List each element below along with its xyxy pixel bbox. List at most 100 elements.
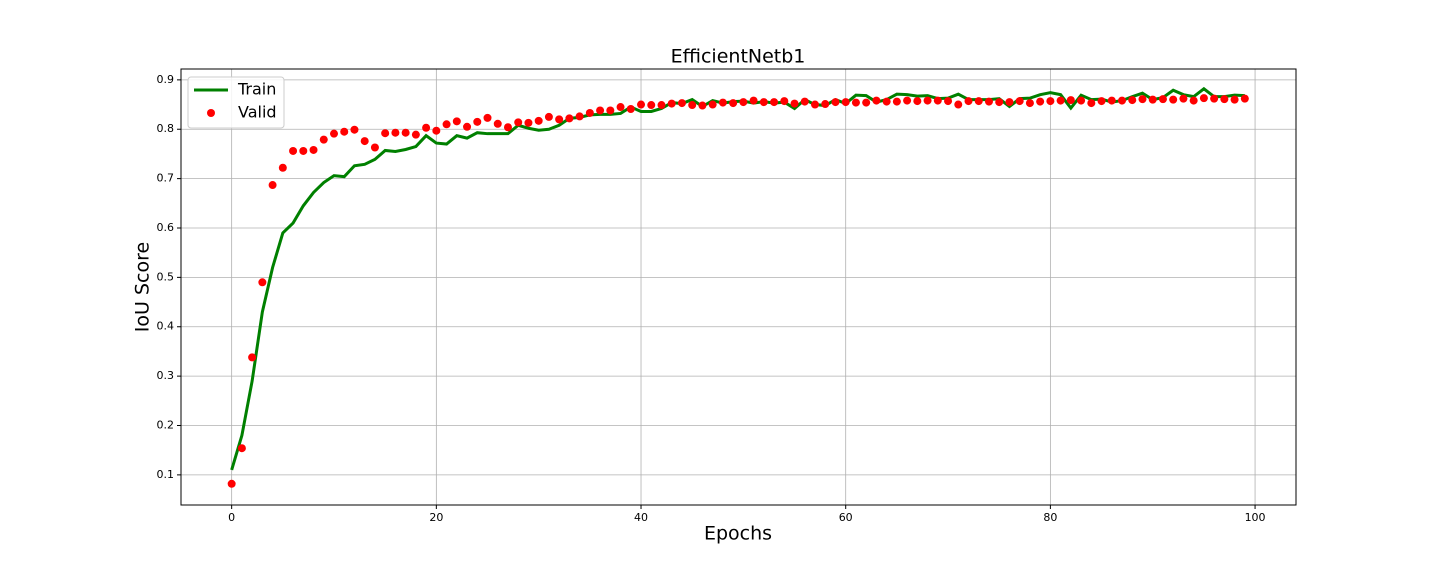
x-tick-label: 0 — [228, 511, 235, 524]
valid-point — [810, 100, 819, 109]
valid-point — [1158, 95, 1167, 104]
valid-point — [1128, 96, 1137, 105]
valid-point — [350, 125, 359, 134]
valid-point — [575, 112, 584, 121]
valid-point — [1240, 94, 1249, 103]
valid-point — [422, 123, 431, 132]
valid-point — [565, 114, 574, 123]
x-tick-label: 60 — [839, 511, 853, 524]
valid-point — [268, 181, 277, 190]
valid-point — [1097, 97, 1106, 106]
x-tick-label: 80 — [1043, 511, 1057, 524]
valid-point — [964, 97, 973, 106]
valid-point — [1118, 96, 1127, 105]
valid-point — [903, 96, 912, 105]
valid-point — [770, 98, 779, 107]
valid-point — [1046, 97, 1055, 106]
y-tick-label: 0.8 — [157, 122, 175, 135]
valid-point — [289, 146, 298, 155]
valid-point — [1220, 95, 1229, 104]
valid-point — [841, 98, 850, 107]
y-tick-label: 0.6 — [157, 221, 175, 234]
valid-point — [442, 120, 451, 129]
valid-point — [984, 97, 993, 106]
valid-point — [411, 130, 420, 139]
valid-point — [892, 97, 901, 106]
valid-point — [862, 98, 871, 107]
valid-point — [452, 117, 461, 126]
valid-point — [954, 100, 963, 109]
valid-point — [555, 115, 564, 124]
valid-point — [1005, 98, 1014, 107]
valid-point — [749, 96, 758, 105]
legend-label: Valid — [238, 103, 277, 122]
valid-point — [1138, 95, 1147, 104]
valid-point — [463, 122, 472, 131]
valid-point — [821, 100, 830, 109]
valid-point — [483, 113, 492, 122]
x-tick-label: 20 — [429, 511, 443, 524]
valid-point — [1056, 96, 1065, 105]
valid-point — [667, 99, 676, 108]
valid-point — [278, 163, 287, 172]
valid-point — [872, 96, 881, 105]
valid-point — [227, 479, 236, 488]
valid-point — [1107, 96, 1116, 105]
valid-point — [329, 129, 338, 138]
valid-point — [647, 101, 656, 110]
valid-point — [1148, 95, 1157, 104]
valid-point — [616, 103, 625, 112]
y-tick-label: 0.3 — [157, 369, 175, 382]
valid-point — [1199, 94, 1208, 103]
valid-point — [698, 101, 707, 110]
valid-point — [391, 128, 400, 137]
valid-point — [851, 98, 860, 107]
plot-frame — [180, 68, 1297, 506]
valid-point — [340, 127, 349, 136]
train-line — [230, 86, 1245, 471]
valid-point — [913, 97, 922, 106]
valid-point — [995, 98, 1004, 107]
valid-point — [790, 99, 799, 108]
valid-point — [524, 118, 533, 127]
valid-point — [432, 126, 441, 135]
valid-point — [1189, 96, 1198, 105]
valid-point — [1087, 99, 1096, 108]
valid-point — [1025, 99, 1034, 108]
valid-point — [309, 145, 318, 154]
valid-point — [974, 97, 983, 106]
legend-label: Train — [237, 80, 276, 99]
valid-point — [688, 101, 697, 110]
valid-point — [677, 99, 686, 108]
valid-point — [1179, 94, 1188, 103]
valid-point — [237, 444, 246, 453]
y-tick-label: 0.5 — [157, 270, 175, 283]
x-axis-label: Epochs — [704, 523, 772, 545]
valid-point — [381, 129, 390, 138]
valid-point — [258, 278, 267, 287]
valid-point — [739, 98, 748, 107]
valid-point — [831, 98, 840, 107]
valid-point — [882, 97, 891, 106]
valid-point — [370, 143, 379, 152]
valid-point — [780, 97, 789, 106]
valid-point — [514, 118, 523, 127]
valid-point — [1036, 97, 1045, 106]
valid-point — [729, 99, 738, 108]
valid-point — [759, 98, 768, 107]
valid-point — [637, 100, 646, 109]
valid-point — [544, 112, 553, 121]
valid-point — [319, 135, 328, 144]
valid-point — [1066, 96, 1075, 105]
valid-point — [248, 353, 257, 362]
valid-point — [1015, 97, 1024, 106]
valid-point — [473, 117, 482, 126]
y-tick-label: 0.1 — [157, 468, 175, 481]
valid-point — [401, 128, 410, 137]
valid-point — [718, 98, 727, 107]
valid-point — [585, 108, 594, 117]
valid-point — [923, 96, 932, 105]
valid-point — [708, 100, 717, 109]
